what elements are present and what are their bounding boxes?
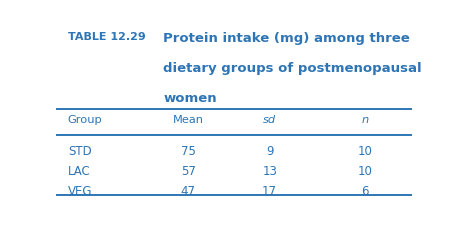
Text: Mean: Mean	[173, 115, 204, 125]
Text: 10: 10	[358, 165, 373, 178]
Text: 10: 10	[358, 145, 373, 158]
Text: 75: 75	[181, 145, 196, 158]
Text: 6: 6	[361, 185, 369, 198]
Text: Protein intake (mg) among three: Protein intake (mg) among three	[164, 32, 410, 45]
Text: STD: STD	[68, 145, 91, 158]
Text: Group: Group	[68, 115, 102, 125]
Text: women: women	[164, 92, 217, 105]
Text: 57: 57	[181, 165, 196, 178]
Text: dietary groups of postmenopausal: dietary groups of postmenopausal	[164, 62, 422, 75]
Text: sd: sd	[263, 115, 276, 125]
Text: LAC: LAC	[68, 165, 90, 178]
Text: 9: 9	[266, 145, 273, 158]
Text: 17: 17	[262, 185, 277, 198]
Text: 47: 47	[181, 185, 196, 198]
Text: VEG: VEG	[68, 185, 92, 198]
Text: 13: 13	[262, 165, 277, 178]
Text: TABLE 12.29: TABLE 12.29	[68, 32, 145, 42]
Text: n: n	[361, 115, 369, 125]
